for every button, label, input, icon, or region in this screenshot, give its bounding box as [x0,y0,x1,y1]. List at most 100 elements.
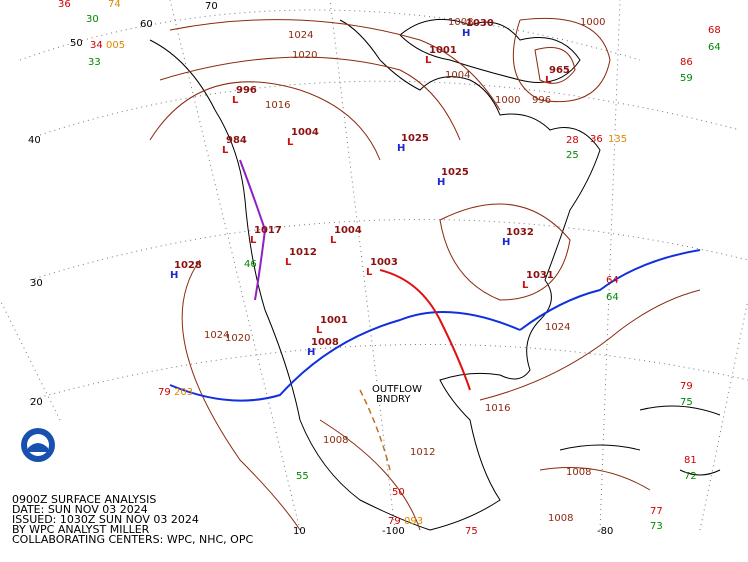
annotation: OUTFLOW [372,384,422,395]
isobar [534,47,576,84]
latitude-label: 20 [30,397,43,408]
isobar [159,56,461,141]
pressure-symbol: L [330,235,337,246]
isobar-label: 1008 [448,17,473,28]
caption-line: BY WPC ANALYST MILLER [12,523,150,536]
latitude-label: 60 [140,19,153,30]
warm-front [379,269,471,391]
latitude-line [39,80,741,136]
latitude-label: 30 [30,278,43,289]
longitude-label: 10 [293,526,306,537]
station-value: 79 [158,387,171,398]
occluded-front [239,159,267,301]
isobar-label: 996 [532,95,551,106]
pressure-symbol: H [437,177,445,188]
station-value: 30 [86,14,99,25]
isobar [319,419,421,531]
pressure-symbol: H [397,143,405,154]
latitude-label: 50 [70,38,83,49]
pressure-symbol: H [307,347,315,358]
station-value: 64 [606,275,619,286]
pressure-value: 1025 [441,167,469,178]
station-value: 135 [608,134,627,145]
latitude-line [19,9,641,61]
pressure-symbol: L [232,95,239,106]
pressure-symbol: L [425,55,432,66]
station-value: 75 [465,526,478,537]
pressure-value: 1004 [334,225,362,236]
station-value: 64 [708,42,721,53]
pressure-symbol: L [366,267,373,278]
isobar-label: 1008 [548,513,573,524]
pressure-symbol: L [545,75,552,86]
logo-bird [28,443,48,452]
noaa-logo [21,428,55,462]
pressure-value: 1032 [506,227,534,238]
isobar-label: 1008 [566,467,591,478]
pressure-symbol: H [462,28,470,39]
longitude-line [599,0,621,531]
caption-line: DATE: SUN NOV 03 2024 [12,503,148,516]
caption: 0900Z SURFACE ANALYSIS DATE: SUN NOV 03 … [12,493,253,546]
station-value: 36 [590,134,603,145]
isobar-label: 1012 [410,447,435,458]
station-value: 28 [566,135,579,146]
isobar [181,259,301,531]
isobar-label: 1024 [288,30,313,41]
caption-line: ISSUED: 1030Z SUN NOV 03 2024 [12,513,199,526]
isobar-label: 1024 [204,330,229,341]
isobar-label: 1000 [580,17,605,28]
station-value: 79 [388,516,401,527]
pressure-value: 1012 [289,247,317,258]
graticule [0,0,748,531]
isobar-label: 1016 [265,100,290,111]
station-value: 55 [296,471,309,482]
pressure-value: 1004 [291,127,319,138]
pressure-symbol: L [287,137,294,148]
isobar [479,289,701,401]
station-value: 25 [566,150,579,161]
station-value: 68 [708,25,721,36]
pressure-value: 1008 [311,337,339,348]
isobar [512,17,611,103]
trough [359,389,391,471]
caption-line: 0900Z SURFACE ANALYSIS [12,493,156,506]
coastlines [149,18,721,531]
isobar-label: 1024 [545,322,570,333]
pressure-symbol: L [222,145,229,156]
cold-front [169,311,521,402]
pressure-symbol: L [285,257,292,268]
isobar [539,467,651,491]
pressure-value: 996 [236,85,257,96]
longitude-line [699,299,748,531]
pressure-value: 1025 [401,133,429,144]
pressure-value: 1028 [174,260,202,271]
station-value: 203 [174,387,193,398]
station-value: 093 [404,516,423,527]
pressure-symbol: H [170,270,178,281]
isobar [169,19,501,111]
pressure-symbol: L [522,280,529,291]
isobar-label: 1020 [225,333,250,344]
coastline [559,405,721,476]
longitude-label: -100 [382,526,405,537]
fronts [169,159,701,471]
cold-front [519,249,701,331]
pressure-value: 1001 [429,45,457,56]
pressure-symbol: L [250,235,257,246]
longitude-line [169,0,301,531]
station-value: 73 [650,521,663,532]
coastline [149,19,601,531]
pressure-value: 965 [549,65,570,76]
station-value: 34 [90,40,103,51]
pressure-value: 1001 [320,315,348,326]
pressure-value: 1003 [370,257,398,268]
pressure-symbol: H [502,237,510,248]
latitude-line [29,343,748,401]
isobar [149,81,381,161]
isobar-label: 1016 [485,403,510,414]
